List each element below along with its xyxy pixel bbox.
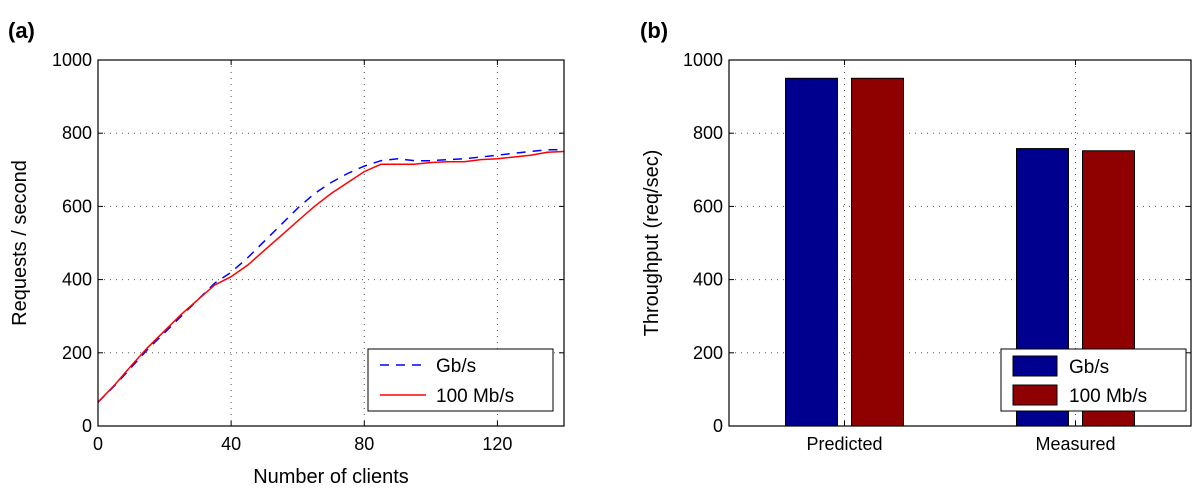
legend-b-100mbs-label: 100 Mb/s bbox=[1069, 386, 1147, 407]
chart-a-series bbox=[97, 148, 565, 403]
chart-a-xlabel: Number of clients bbox=[253, 466, 409, 488]
y-tick-label: 400 bbox=[693, 270, 723, 290]
x-tick-label: 80 bbox=[354, 434, 374, 454]
legend-b-gbs-label: Gb/s bbox=[1069, 357, 1109, 378]
chart-a-legend: Gb/s 100 Mb/s bbox=[367, 348, 554, 412]
y-tick-label: 1000 bbox=[52, 50, 92, 70]
y-tick-label: 600 bbox=[62, 196, 92, 216]
y-tick-label: 600 bbox=[693, 196, 723, 216]
series-gbs-line bbox=[97, 148, 564, 403]
legend-a-100mbs-label: 100 Mb/s bbox=[436, 386, 514, 407]
legend-a-gbs-label: Gb/s bbox=[436, 356, 476, 377]
chart-b: (b) 0 200 400 600 800 1000 Predicted Measured T… bbox=[640, 18, 1192, 454]
series-100mbs-line bbox=[97, 150, 565, 403]
y-tick-label: 200 bbox=[62, 343, 92, 363]
x-tick-label: Measured bbox=[1035, 434, 1115, 454]
legend-b-gbs-swatch bbox=[1012, 355, 1058, 377]
chart-b-ticks: 0 200 400 600 800 1000 Predicted Measured bbox=[683, 50, 1191, 454]
y-tick-label: 1000 bbox=[683, 50, 723, 70]
x-tick-label: Predicted bbox=[806, 434, 882, 454]
x-tick-label: 120 bbox=[482, 434, 512, 454]
panel-a-label: (a) bbox=[8, 18, 35, 43]
chart-a-ticks: 0 40 80 120 0 200 400 600 800 1000 bbox=[52, 50, 564, 454]
y-tick-label: 800 bbox=[62, 123, 92, 143]
y-tick-label: 800 bbox=[693, 123, 723, 143]
y-tick-label: 0 bbox=[82, 416, 92, 436]
chart-a: (a) 0 40 80 120 0 200 400 600 800 1000 Number of … bbox=[8, 18, 565, 488]
x-tick-label: 0 bbox=[93, 434, 103, 454]
chart-a-frame bbox=[97, 59, 565, 427]
chart-a-grid bbox=[98, 60, 564, 426]
panel-b-label: (b) bbox=[640, 18, 668, 43]
chart-b-legend: Gb/s 100 Mb/s bbox=[1000, 348, 1187, 412]
x-tick-label: 40 bbox=[221, 434, 241, 454]
chart-a-legend-box bbox=[367, 348, 554, 412]
bar-gbs-predicted bbox=[785, 77, 838, 427]
legend-b-100mbs-swatch bbox=[1012, 384, 1058, 406]
y-tick-label: 0 bbox=[713, 416, 723, 436]
chart-b-ylabel: Throughput (req/sec) bbox=[641, 150, 663, 337]
bar-100mbs-predicted bbox=[851, 77, 904, 427]
y-tick-label: 400 bbox=[62, 270, 92, 290]
y-tick-label: 200 bbox=[693, 343, 723, 363]
chart-a-ylabel: Requests / second bbox=[9, 160, 31, 326]
chart-b-frame bbox=[728, 59, 1192, 427]
